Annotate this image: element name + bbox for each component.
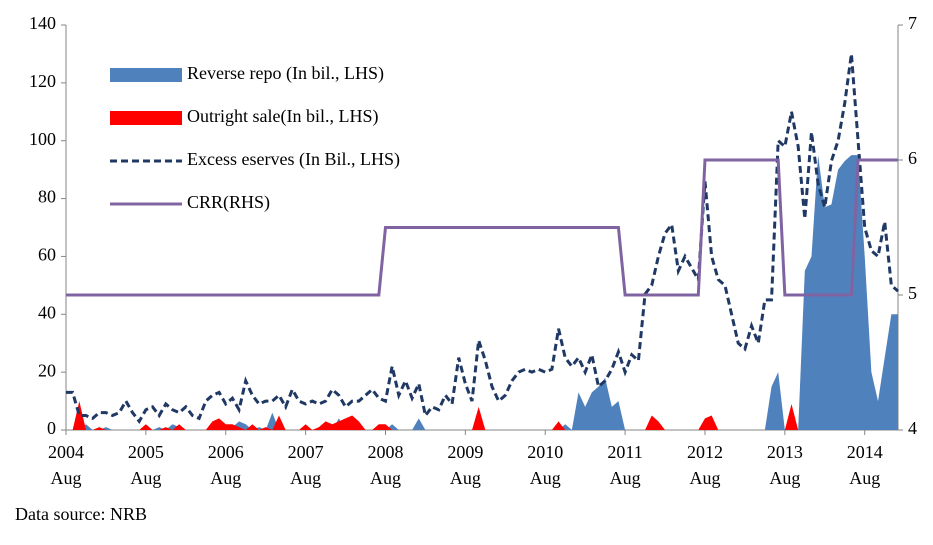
x-tick-label-line: 2008 <box>367 442 403 462</box>
x-tick-label-line: Aug <box>769 468 800 488</box>
x-tick-label: 2011 Aug <box>607 442 642 488</box>
legend-label: CRR(RHS) <box>187 192 270 213</box>
source-note: Data source: NRB <box>15 504 147 524</box>
x-tick-label-line: Aug <box>689 468 720 488</box>
x-tick-label-line: 2013 <box>767 442 803 462</box>
y-tick-label: 40 <box>38 302 56 322</box>
y-tick-label: 0 <box>47 418 56 438</box>
y-tick-label: 20 <box>38 360 56 380</box>
legend-label: Reverse repo (In bil., LHS) <box>187 63 384 84</box>
x-tick-label: 2013 Aug <box>767 442 803 488</box>
x-tick-label: 2010 Aug <box>527 442 563 488</box>
y-tick-label: 80 <box>38 187 56 207</box>
x-tick-label: 2005 Aug <box>128 442 164 488</box>
x-tick-label-line: 2009 <box>447 442 483 462</box>
y2-tick-label: 6 <box>908 148 917 168</box>
x-tick-label-line: Aug <box>370 468 401 488</box>
x-tick-label-line: Aug <box>530 468 561 488</box>
legend-swatch <box>110 68 182 82</box>
x-tick-label-line: Aug <box>290 468 321 488</box>
x-tick-label: 2009 Aug <box>447 442 483 488</box>
x-tick-label-line: 2010 <box>527 442 563 462</box>
x-tick-label-line: 2005 <box>128 442 164 462</box>
y2-tick-label: 5 <box>908 283 917 303</box>
x-tick-label: 2006 Aug <box>208 442 244 488</box>
x-tick-label: 2004 Aug <box>48 442 84 488</box>
y-tick-label: 60 <box>38 245 56 265</box>
x-tick-label-line: 2004 <box>48 442 84 462</box>
x-tick-label-line: 2006 <box>208 442 244 462</box>
y-tick-label: 140 <box>29 13 56 33</box>
x-tick-label: 2008 Aug <box>367 442 403 488</box>
x-tick-label-line: 2012 <box>687 442 723 462</box>
x-tick-label-line: Aug <box>51 468 82 488</box>
legend-label: Excess eserves (In Bil., LHS) <box>187 149 400 170</box>
y-tick-label: 120 <box>29 71 56 91</box>
x-tick-label: 2014 Aug <box>847 442 883 488</box>
legend-label: Outright sale(In bil., LHS) <box>187 106 378 127</box>
line <box>66 158 898 297</box>
y2-tick-label: 7 <box>908 13 917 33</box>
y2-tick-label: 4 <box>908 418 917 438</box>
x-tick-label: 2007 Aug <box>288 442 324 488</box>
x-tick-label-line: Aug <box>610 468 641 488</box>
x-tick-label-line: 2014 <box>847 442 883 462</box>
x-tick-label-line: Aug <box>849 468 880 488</box>
legend-swatch <box>110 111 182 125</box>
x-tick-label-line: Aug <box>450 468 481 488</box>
line <box>66 53 899 425</box>
area <box>66 155 898 430</box>
x-tick-label-line: 2011 <box>607 442 642 462</box>
x-tick-label: 2012 Aug <box>687 442 723 488</box>
x-tick-label-line: Aug <box>210 468 241 488</box>
x-tick-label-line: 2007 <box>288 442 324 462</box>
y-tick-label: 100 <box>29 129 56 149</box>
x-tick-label-line: Aug <box>130 468 161 488</box>
area <box>66 401 898 430</box>
